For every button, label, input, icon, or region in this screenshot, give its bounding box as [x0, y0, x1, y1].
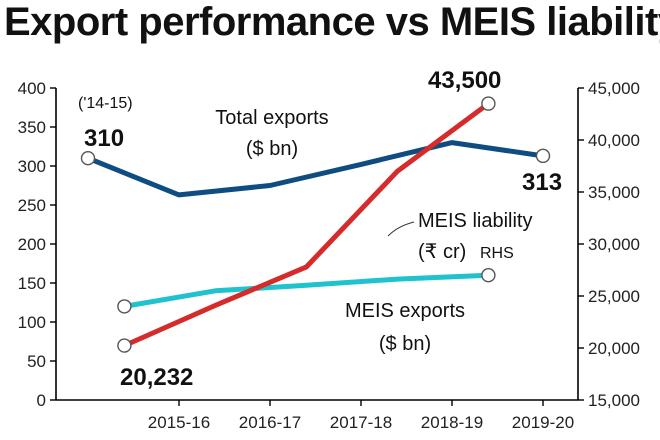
x-tick-label: 2019-20 — [512, 413, 574, 432]
left-tick-label: 50 — [27, 352, 46, 371]
left-axis-ticks: 0 50 100 150 200 250 300 350 400 — [18, 79, 56, 410]
x-tick-label: 2016-17 — [239, 413, 301, 432]
meis-liability-label: MEIS liability — [418, 210, 532, 232]
series-line-total-exports — [85, 140, 546, 198]
endpoint-markers — [80, 96, 551, 353]
left-tick-label: 150 — [18, 274, 46, 293]
x-tick-label: 2018-19 — [421, 413, 483, 432]
meis-liability-leader-line — [387, 221, 415, 237]
left-tick-label: 0 — [37, 391, 46, 410]
left-tick-label: 400 — [18, 79, 46, 98]
endpoint-marker-start — [117, 338, 132, 353]
meis-liability-unit: (₹ cr) — [418, 241, 466, 263]
endpoint-marker-start — [117, 299, 132, 314]
right-tick-label: 45,000 — [588, 79, 640, 98]
total-exports-end-value: 313 — [522, 169, 562, 196]
right-tick-label: 20,000 — [588, 339, 640, 358]
endpoint-marker-start — [80, 150, 96, 166]
x-tick-label: 2017-18 — [330, 413, 392, 432]
total-exports-unit: ($ bn) — [246, 138, 298, 160]
left-tick-label: 100 — [18, 313, 46, 332]
left-tick-label: 300 — [18, 157, 46, 176]
endpoint-marker-end — [535, 148, 551, 164]
x-axis-ticks: 2015-16 2016-17 2017-18 2018-19 2019-20 — [148, 400, 574, 432]
right-tick-label: 15,000 — [588, 391, 640, 410]
chart-title: Export performance vs MEIS liability — [4, 0, 660, 44]
total-exports-start-value: 310 — [84, 125, 124, 152]
meis-liability-axis-note: RHS — [480, 245, 514, 262]
right-tick-label: 35,000 — [588, 183, 640, 202]
meis-exports-label: MEIS exports — [345, 300, 465, 322]
base-year-label: ('14-15) — [78, 95, 133, 112]
right-tick-label: 25,000 — [588, 287, 640, 306]
total-exports-label: Total exports — [215, 107, 328, 129]
endpoint-marker-end — [481, 268, 496, 283]
meis-liability-start-value: 20,232 — [120, 364, 193, 391]
left-tick-label: 350 — [18, 118, 46, 137]
series-layer — [85, 101, 546, 349]
meis-exports-unit: ($ bn) — [379, 333, 431, 355]
series-line-meis-liability — [121, 101, 491, 349]
right-axis-ticks: 15,000 20,000 25,000 30,000 35,000 40,000 45,0… — [578, 79, 640, 410]
left-tick-label: 250 — [18, 196, 46, 215]
x-tick-label: 2015-16 — [148, 413, 210, 432]
right-tick-label: 40,000 — [588, 131, 640, 150]
meis-liability-end-value: 43,500 — [428, 67, 501, 94]
endpoint-marker-end — [481, 96, 496, 111]
series-line-meis-exports — [121, 272, 491, 309]
right-tick-label: 30,000 — [588, 235, 640, 254]
left-tick-label: 200 — [18, 235, 46, 254]
